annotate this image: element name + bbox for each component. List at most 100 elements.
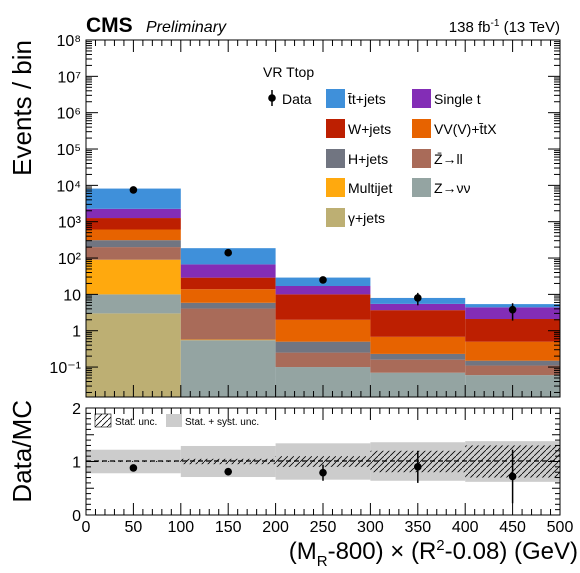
y-tick-label: 10⁸ <box>56 33 81 50</box>
y-tick-label: 10⁻¹ <box>49 360 81 377</box>
bar-segment <box>86 247 181 260</box>
x-tick-label: 100 <box>167 519 194 536</box>
y-tick-label: 10³ <box>58 215 82 232</box>
ratio-plot: 0 1 2 0 50 100 150 200 250 300 350 400 450 500 Data/… <box>7 400 578 570</box>
stacked-histogram <box>86 188 560 397</box>
bar-segment <box>370 310 466 337</box>
bar-segment <box>370 303 466 311</box>
bar-segment <box>180 339 276 341</box>
bar-segment <box>465 360 560 366</box>
data-point <box>129 186 138 194</box>
legend-swatch <box>326 149 345 168</box>
bar-segment <box>275 286 371 295</box>
bar-segment <box>180 277 276 290</box>
legend-label: Data <box>282 91 312 107</box>
bar-segment <box>86 229 181 241</box>
bar-segment <box>465 341 560 361</box>
data-point <box>508 305 517 314</box>
legend: Data t̄t+jets Single t W+jets VV(V)+t̄tX H+je… <box>268 89 497 227</box>
bar-segment <box>465 319 560 342</box>
legend-swatch <box>326 119 345 138</box>
bar-segment <box>180 289 276 303</box>
ratio-point <box>508 472 517 481</box>
bar-segment <box>86 294 181 314</box>
ratio-y-tick-label: 1 <box>72 455 81 472</box>
ratio-y-axis-label: Data/MC <box>7 400 37 503</box>
legend-label: W+jets <box>348 121 391 137</box>
bar-segment <box>86 188 181 209</box>
ratio-point <box>414 463 422 471</box>
stat-band <box>180 458 276 465</box>
x-tick-label: 450 <box>499 519 526 536</box>
bar-segment <box>370 353 466 360</box>
legend-label: Multijet <box>348 180 392 196</box>
y-tick-label: 10⁶ <box>57 106 81 123</box>
y-tick-label: 10² <box>58 251 82 268</box>
x-tick-label: 50 <box>125 519 143 536</box>
bar-segment <box>180 302 276 309</box>
x-tick-label: 0 <box>82 519 91 536</box>
legend-label: Single t <box>434 91 481 107</box>
main-plot: 10⁻¹ 1 10 10² 10³ 10⁴ 10⁵ 10⁶ 10⁷ 10⁸ Events / bi… <box>7 33 561 398</box>
x-tick-label: 200 <box>262 519 289 536</box>
y-tick-label: 10⁷ <box>57 69 81 86</box>
bar-segment <box>86 313 181 397</box>
bar-segment <box>275 341 371 353</box>
ratio-legend: Stat. unc. Stat. + syst. unc. <box>94 413 259 428</box>
legend-swatch <box>326 178 345 197</box>
bar-segment <box>275 319 371 342</box>
legend-label: H+jets <box>348 151 388 167</box>
ratio-y-tick-label: 0 <box>72 508 81 525</box>
y-tick-label: 10 <box>63 287 81 304</box>
x-tick-label: 250 <box>310 519 337 536</box>
stat-syst-unc-label: Stat. + syst. unc. <box>185 417 259 428</box>
bar-segment <box>86 240 181 248</box>
y-tick-label: 10⁴ <box>56 178 81 195</box>
ratio-y-axis-ticks: 0 1 2 <box>72 401 560 525</box>
bar-segment <box>370 336 466 354</box>
y-axis-label: Events / bin <box>7 40 37 176</box>
bar-segment <box>370 359 466 373</box>
stat-unc-swatch <box>94 413 112 428</box>
ratio-point <box>224 467 232 476</box>
x-tick-label: 350 <box>404 519 431 536</box>
ratio-point <box>319 468 327 477</box>
data-point <box>414 294 422 302</box>
x-axis-label: (MR-800) × (R2-0.08) (GeV) <box>289 537 578 570</box>
legend-swatch <box>412 178 431 197</box>
y-tick-label: 10⁵ <box>57 142 81 159</box>
x-axis-ticks <box>85 40 561 397</box>
cms-label: CMS <box>86 14 133 37</box>
bar-segment <box>275 352 371 368</box>
bar-segment <box>275 294 371 320</box>
ratio-point <box>129 464 138 472</box>
bar-segment <box>86 218 181 230</box>
x-tick-label: 400 <box>452 519 479 536</box>
x-tick-label: 150 <box>215 519 242 536</box>
stat-band <box>86 460 181 463</box>
legend-swatch <box>326 89 345 108</box>
legend-swatch <box>326 208 345 227</box>
x-tick-label: 500 <box>547 519 574 536</box>
legend-swatch <box>412 149 431 168</box>
data-point <box>224 248 232 257</box>
bar-segment <box>86 259 181 295</box>
legend-label: Z̄→ll <box>434 151 463 167</box>
legend-label: VV(V)+t̄tX <box>434 121 497 137</box>
ratio-points <box>129 449 517 504</box>
stat-syst-unc-swatch <box>166 414 182 427</box>
legend-label: t̄t+jets <box>348 91 386 107</box>
legend-title: VR Ttop <box>263 64 314 80</box>
data-point <box>319 276 327 284</box>
ratio-y-tick-label: 2 <box>72 401 81 418</box>
preliminary-label: Preliminary <box>146 19 227 36</box>
ratio-x-axis-ticks: 0 50 100 150 200 250 300 350 400 450 500 <box>82 408 574 536</box>
stat-unc-label: Stat. unc. <box>115 417 157 428</box>
data-points <box>129 186 517 321</box>
bar-segment <box>465 365 560 376</box>
bar-segment <box>180 264 276 278</box>
legend-label: Z→νν <box>434 180 471 196</box>
legend-label: γ+jets <box>348 210 385 226</box>
x-tick-label: 300 <box>357 519 384 536</box>
